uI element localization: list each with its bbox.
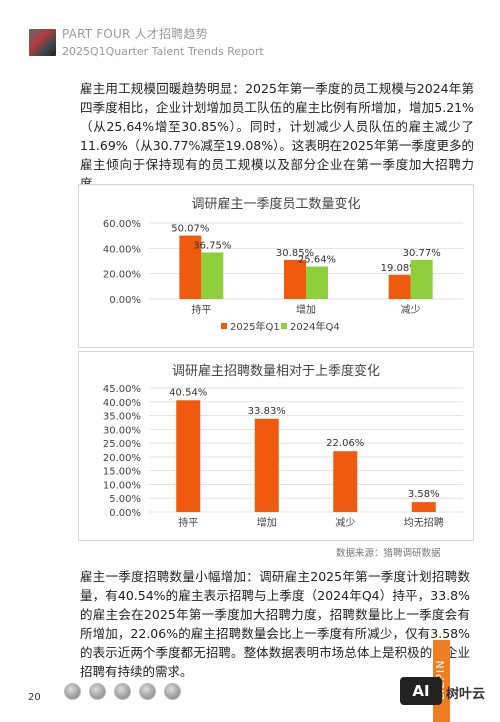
- footer-photo-icon: [89, 683, 106, 700]
- y-tick-label: 5.00%: [109, 494, 141, 505]
- y-tick-label: 40.00%: [103, 398, 141, 409]
- page-number: 20: [28, 692, 41, 703]
- footer-photo-icon: [64, 683, 81, 700]
- data-label: 30.77%: [403, 248, 441, 259]
- y-tick-label: 20.00%: [103, 453, 141, 464]
- legend-swatch: [221, 323, 227, 329]
- chart-title: 调研雇主招聘数量相对于上季度变化: [171, 364, 380, 379]
- data-label: 19.08%: [381, 263, 419, 274]
- data-label: 25.64%: [298, 255, 336, 266]
- data-label: 30.85%: [276, 248, 314, 259]
- legend-label: 2024年Q4: [290, 320, 340, 333]
- chart-employee-count-change: 调研雇主一季度员工数量变化 0.00% 20.00% 40.00% 60.00% 50.…: [78, 184, 474, 348]
- paragraph-employee-scale: 雇主用工规模回暖趋势明显：2025年第一季度的员工规模与2024年第四季度相比，…: [80, 81, 474, 191]
- bar-2025年Q1: [179, 235, 202, 299]
- bar: [254, 418, 279, 512]
- chart-hiring-count-svg: 0.00% 5.00% 10.00% 15.00% 20.00% 25.00% 30.00%…: [103, 384, 463, 529]
- watermark-text: 树叶云: [446, 687, 486, 702]
- bar: [411, 502, 436, 512]
- bar-2024年Q4: [306, 266, 328, 299]
- chart-hiring-count-change: 调研雇主招聘数量相对于上季度变化 0.00% 5.00% 10.00% 15.00% 2…: [78, 351, 474, 541]
- x-tick-label: 持平: [191, 303, 211, 316]
- y-tick-label: 20.00%: [103, 270, 141, 281]
- paragraph-hiring-count: 雇主一季度招聘数量小幅增加：调研雇主2025年第一季度计划招聘数量，有40.54…: [80, 569, 470, 679]
- chart-title: 调研雇主一季度员工数量变化: [191, 197, 361, 212]
- chart-employee-count-svg: 0.00% 20.00% 40.00% 60.00% 50.07% 36.75% 持平 30.…: [103, 219, 463, 333]
- y-tick-label: 40.00%: [103, 244, 141, 255]
- x-tick-label: 增加: [296, 303, 316, 316]
- x-tick-label: 减少: [335, 517, 355, 529]
- x-tick-label: 减少: [401, 304, 421, 316]
- data-label: 50.07%: [171, 224, 209, 235]
- y-tick-label: 35.00%: [103, 412, 141, 423]
- y-tick-label: 25.00%: [103, 439, 141, 450]
- bar-2024年Q4: [410, 260, 433, 299]
- y-tick-label: 45.00%: [103, 384, 141, 395]
- section-title: PART FOUR 人才招聘趋势: [62, 27, 208, 41]
- report-subtitle: 2025Q1Quarter Talent Trends Report: [62, 45, 264, 58]
- bar-2025年Q1: [388, 274, 411, 299]
- watermark-ai-badge: AI: [400, 677, 442, 705]
- data-label: 22.06%: [326, 438, 364, 449]
- y-tick-label: 0.00%: [109, 295, 141, 306]
- footer-photo-icon: [139, 683, 156, 700]
- y-tick-label: 60.00%: [103, 219, 141, 230]
- legend-swatch: [281, 323, 287, 329]
- x-tick-label: 持平: [178, 516, 198, 529]
- x-tick-label: 均无招聘: [404, 516, 444, 529]
- footer-photo-icon: [164, 683, 181, 700]
- data-label: 3.58%: [408, 489, 440, 500]
- data-label: 36.75%: [193, 240, 231, 251]
- data-label: 40.54%: [169, 387, 207, 398]
- bar-2024年Q4: [201, 252, 224, 299]
- footer-photo-icon: [114, 683, 131, 700]
- y-tick-label: 15.00%: [103, 467, 141, 478]
- bar-2025年Q1: [284, 259, 306, 299]
- bar: [176, 400, 201, 512]
- data-source: 数据来源：猎聘调研数据: [336, 548, 441, 559]
- data-label: 33.83%: [248, 406, 286, 417]
- legend-label: 2025年Q1: [230, 320, 280, 333]
- x-tick-label: 增加: [257, 516, 277, 529]
- y-tick-label: 30.00%: [103, 425, 141, 436]
- header-thumbnail-image: [29, 29, 56, 56]
- y-tick-label: 0.00%: [109, 508, 141, 519]
- bar: [333, 451, 358, 512]
- y-tick-label: 10.00%: [103, 480, 141, 491]
